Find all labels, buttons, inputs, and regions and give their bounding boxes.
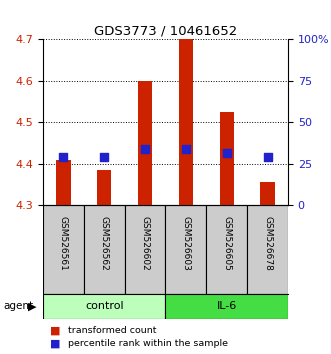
Text: percentile rank within the sample: percentile rank within the sample [68, 339, 228, 348]
Title: GDS3773 / 10461652: GDS3773 / 10461652 [94, 25, 237, 38]
Text: GSM526602: GSM526602 [141, 216, 150, 271]
Text: GSM526603: GSM526603 [181, 216, 190, 271]
Text: GSM526562: GSM526562 [100, 216, 109, 271]
Text: GSM526561: GSM526561 [59, 216, 68, 271]
Text: agent: agent [3, 301, 33, 311]
Bar [97, 170, 112, 205]
Bar [125, 205, 166, 294]
Bar [43, 205, 84, 294]
Text: GSM526605: GSM526605 [222, 216, 231, 271]
Bar [206, 205, 247, 294]
Point [102, 155, 107, 160]
Bar [166, 205, 206, 294]
Bar [84, 205, 125, 294]
Bar [179, 39, 193, 205]
Text: transformed count: transformed count [68, 326, 156, 336]
Point [265, 155, 270, 160]
Point [61, 155, 66, 160]
Point [183, 146, 189, 152]
Text: ■: ■ [50, 338, 64, 348]
Bar [260, 182, 275, 205]
Bar [56, 160, 71, 205]
Point [142, 146, 148, 152]
Bar [138, 80, 152, 205]
Point [224, 150, 229, 156]
Text: IL-6: IL-6 [216, 301, 237, 311]
Bar [219, 112, 234, 205]
Text: GSM526678: GSM526678 [263, 216, 272, 271]
Text: control: control [85, 301, 123, 311]
Bar [247, 205, 288, 294]
Text: ▶: ▶ [28, 301, 37, 311]
Text: ■: ■ [50, 326, 64, 336]
Bar [43, 294, 166, 319]
Bar [166, 294, 288, 319]
